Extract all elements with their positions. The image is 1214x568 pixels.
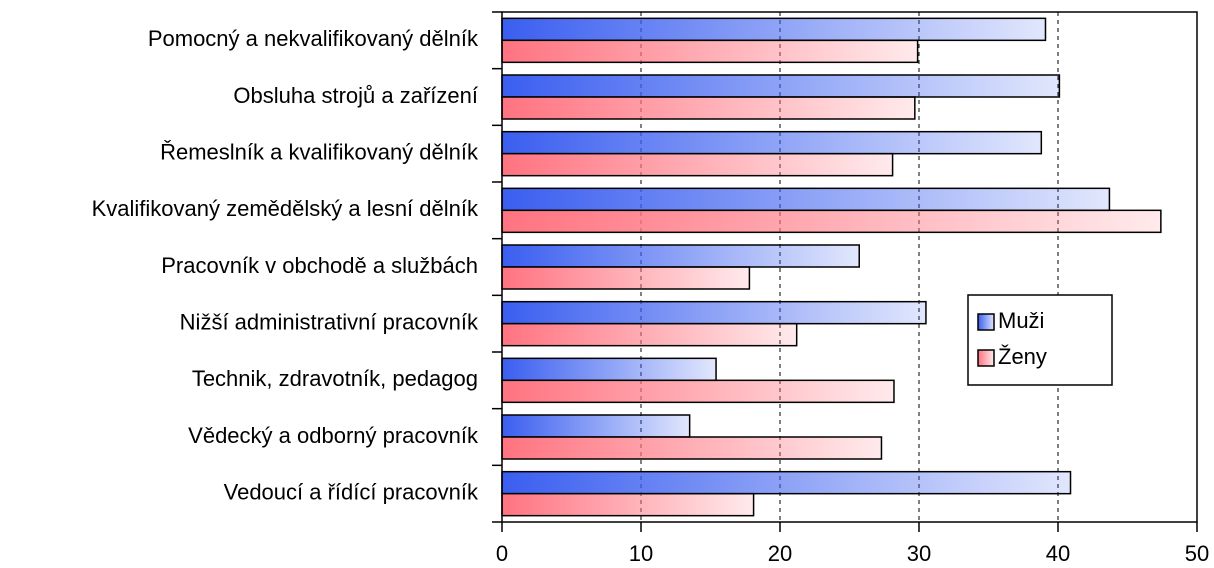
y-tick-label: Pomocný a nekvalifikovaný dělník — [148, 26, 479, 51]
x-tick-label: 10 — [629, 541, 653, 566]
bar — [501, 436, 883, 460]
legend-label: Ženy — [998, 344, 1047, 369]
bar — [501, 379, 895, 404]
x-tick-label: 0 — [496, 541, 508, 566]
y-tick-label: Vedoucí a řídící pracovník — [224, 479, 479, 504]
bar — [501, 266, 751, 290]
y-tick-label: Vědecký a odborný pracovník — [188, 423, 479, 448]
legend-swatch — [977, 313, 995, 331]
bar — [501, 187, 1111, 212]
bar — [501, 209, 1162, 234]
legend-box — [967, 294, 1113, 386]
bar — [501, 414, 691, 438]
y-tick-label: Obsluha strojů a zařízení — [233, 83, 478, 108]
x-tick-label: 30 — [907, 541, 931, 566]
legend-label: Muži — [998, 308, 1044, 333]
bar — [501, 152, 894, 177]
bar — [501, 322, 798, 347]
bar — [501, 17, 1047, 42]
bar — [501, 39, 919, 64]
x-tick-label: 50 — [1185, 541, 1209, 566]
bar — [501, 130, 1043, 155]
legend-swatch — [977, 349, 995, 367]
y-tick-label: Řemeslník a kvalifikovaný dělník — [160, 139, 479, 164]
bar — [501, 96, 916, 120]
bar — [501, 492, 755, 517]
x-tick-label: 40 — [1046, 541, 1070, 566]
y-tick-label: Technik, zdravotník, pedagog — [192, 366, 478, 391]
bar — [501, 470, 1072, 495]
y-tick-label: Pracovník v obchodě a službách — [161, 253, 478, 278]
y-tick-label: Nižší administrativní pracovník — [180, 309, 479, 334]
bar — [501, 357, 717, 382]
bar — [501, 244, 860, 268]
x-tick-label: 20 — [768, 541, 792, 566]
bar — [501, 300, 927, 325]
y-tick-label: Kvalifikovaný zemědělský a lesní dělník — [92, 196, 479, 221]
plot-frame — [501, 11, 1198, 523]
bar — [501, 74, 1061, 98]
